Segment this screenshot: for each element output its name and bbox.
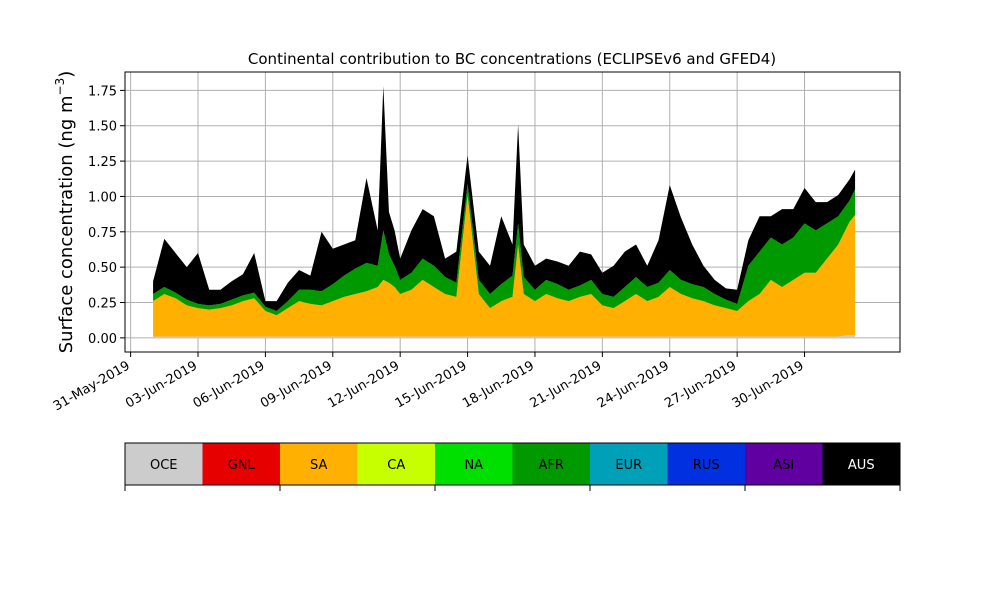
legend-label-aus: AUS [848,458,875,473]
y-tick-label: 0.25 [88,297,117,312]
x-tick-label: 06-Jun-2019 [191,358,268,411]
x-tick-label: 12-Jun-2019 [325,358,402,411]
y-tick-label: 0.00 [88,332,117,347]
legend-swatch-eur [590,443,668,485]
plot-area-frame [124,71,901,353]
legend-swatch-rus [667,443,745,485]
x-tick-label: 18-Jun-2019 [460,358,537,411]
legend-label-eur: EUR [615,458,642,473]
legend-label-rus: RUS [693,458,720,473]
y-axis-label-superscript: −3 [53,78,67,96]
x-axis: 31-May-201903-Jun-201906-Jun-201909-Jun-… [51,352,807,414]
legend-frame [124,442,901,486]
legend-swatch-asi [745,443,823,485]
stacked-area-layer [153,86,856,338]
legend-label-asi: ASI [773,458,794,473]
legend-label-gnl: GNL [228,458,256,473]
x-tick-label: 21-Jun-2019 [528,358,605,411]
legend-swatch-gnl [202,443,280,485]
series-area-sa [153,195,856,337]
y-tick-label: 1.50 [88,120,117,135]
x-tick-label: 15-Jun-2019 [393,358,470,411]
x-tick-label: 03-Jun-2019 [123,358,200,411]
x-tick-label: 27-Jun-2019 [662,358,739,411]
chart-title: Continental contribution to BC concentra… [248,50,776,68]
y-axis: 0.00 0.25 0.50 0.75 1.00 1.25 1.50 1.75 [88,84,125,347]
y-axis-label-text: Surface concentration (ng m [56,95,77,353]
y-tick-label: 0.50 [88,261,117,276]
legend-label-na: NA [464,458,483,473]
legend-colorbar: OCE GNL SA CA NA AFR EUR RUS ASI AUS [124,442,901,491]
y-tick-label: 1.00 [88,190,117,205]
x-tick-label: 31-May-2019 [51,358,133,414]
legend-swatch-na [435,443,513,485]
y-tick-label: 0.75 [88,226,117,241]
legend-label-afr: AFR [539,458,564,473]
y-axis-label: Surface concentration (ng m−3) [53,71,77,354]
legend-swatch-afr [512,443,590,485]
legend-label-ca: CA [387,458,405,473]
legend-swatch-ca [357,443,435,485]
series-area-aus [153,86,856,311]
y-axis-label-close: ) [56,71,77,78]
legend-label-sa: SA [310,458,327,473]
legend-swatch-aus [822,443,900,485]
x-tick-label: 30-Jun-2019 [730,358,807,411]
legend-swatch-oce [125,443,203,485]
series-area-afr [153,183,856,316]
x-tick-label: 09-Jun-2019 [258,358,335,411]
legend-swatch-sa [280,443,358,485]
y-tick-label: 1.75 [88,84,117,99]
y-tick-label: 1.25 [88,155,117,170]
legend-label-oce: OCE [150,458,178,473]
x-tick-label: 24-Jun-2019 [595,358,672,411]
